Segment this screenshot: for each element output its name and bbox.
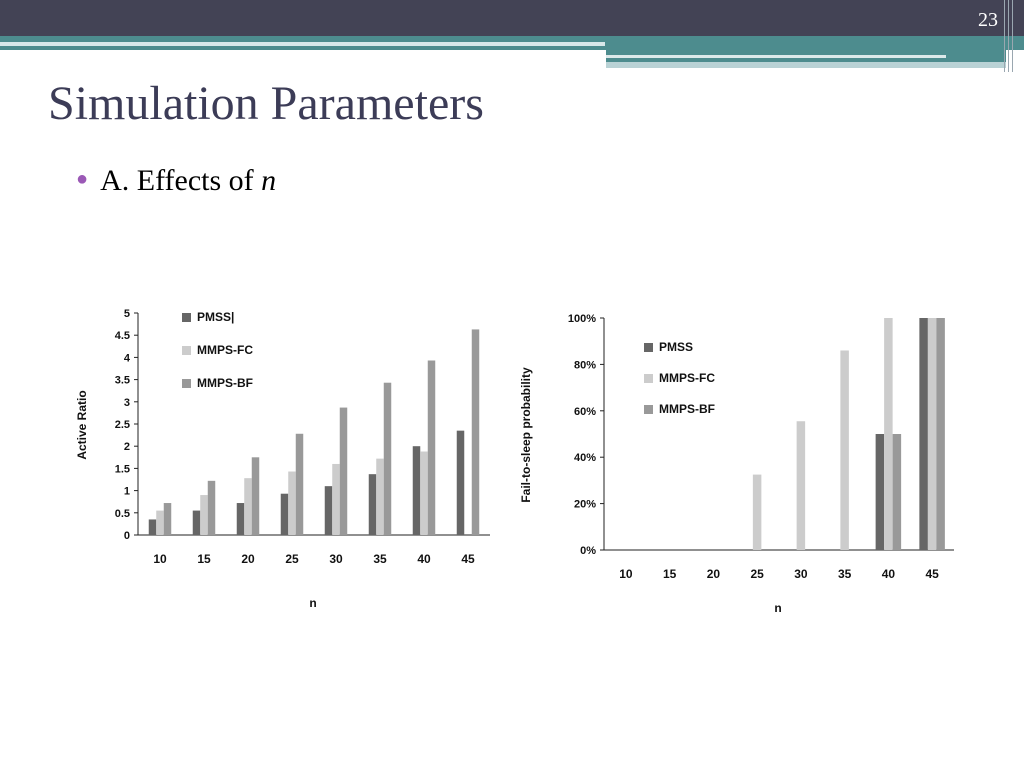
bar-mmps-fc: [927, 318, 937, 550]
legend-label: MMPS-FC: [197, 343, 253, 357]
header-divider-line: [1012, 0, 1013, 72]
header-divider-line: [1004, 0, 1005, 72]
bar-mmps-bf: [471, 329, 480, 535]
bar-mmps-fc: [332, 463, 340, 535]
y-tick-label: 4.5: [115, 330, 130, 342]
legend-swatch: [182, 379, 191, 388]
y-tick-label: 0%: [580, 545, 596, 557]
active-ratio-chart: 0 0.5 1 1.5 2 2.5 3 3.5 4 4.5 5 10 15 20 25 30 35 40 45 n Ac…: [75, 308, 490, 610]
header-accent-stripe: [0, 42, 605, 46]
header-divider-line: [1008, 0, 1009, 72]
y-axis-title: Active Ratio: [75, 390, 89, 459]
bar-mmps-fc: [200, 495, 208, 535]
bar-mmps-fc: [752, 474, 762, 550]
legend-swatch: [644, 343, 653, 352]
legend-label: MMPS-BF: [197, 376, 253, 390]
y-axis-title: Fail-to-sleep probability: [519, 367, 533, 503]
y-tick-label: 0.5: [115, 508, 130, 520]
bar-pmss: [412, 446, 421, 535]
legend-swatch: [644, 405, 653, 414]
bar-mmps-fc: [420, 451, 428, 535]
x-tick-label: 10: [153, 552, 167, 566]
bar-mmps-bf: [936, 318, 945, 550]
bar-mmps-bf: [427, 360, 436, 535]
y-tick-label: 2.5: [115, 419, 130, 431]
legend-label: PMSS: [659, 340, 693, 354]
y-tick-label: 40%: [574, 452, 596, 464]
bar-mmps-fc: [156, 510, 164, 535]
legend-label: MMPS-BF: [659, 402, 715, 416]
bullet-italic-text: n: [261, 164, 277, 197]
x-tick-label: 45: [925, 567, 939, 581]
y-tick-label: 80%: [574, 359, 596, 371]
x-axis-title: n: [774, 601, 781, 615]
x-tick-label: 20: [707, 567, 721, 581]
bar-mmps-bf: [251, 457, 260, 535]
bar-pmss: [236, 503, 245, 535]
bar-mmps-bf: [892, 434, 902, 550]
legend-swatch: [644, 374, 653, 383]
legend-label: PMSS|: [197, 310, 234, 324]
legend-swatch: [182, 346, 191, 355]
bar-pmss: [368, 474, 377, 535]
header-accent-stripe-2: [606, 55, 946, 58]
x-tick-label: 15: [197, 552, 211, 566]
x-tick-label: 25: [285, 552, 299, 566]
y-tick-label: 2: [124, 441, 130, 453]
x-tick-label: 20: [241, 552, 255, 566]
bar-pmss: [280, 493, 289, 535]
y-tick-label: 60%: [574, 406, 596, 418]
bar-mmps-fc: [884, 318, 893, 550]
x-tick-label: 40: [882, 567, 896, 581]
bar-pmss: [148, 519, 157, 535]
bar-pmss: [875, 434, 885, 550]
x-tick-label: 35: [838, 567, 852, 581]
bar-pmss: [456, 430, 465, 535]
y-tick-label: 0: [124, 530, 130, 542]
slide-number: 23: [978, 9, 998, 31]
bar-mmps-bf: [207, 480, 216, 535]
bar-mmps-fc: [796, 421, 806, 550]
x-tick-label: 45: [461, 552, 475, 566]
bar-mmps-fc: [288, 471, 296, 535]
y-tick-label: 4: [124, 352, 131, 364]
x-tick-label: 30: [329, 552, 343, 566]
bar-mmps-fc: [376, 458, 384, 535]
y-tick-label: 3: [124, 397, 130, 409]
bar-mmps-bf: [163, 503, 172, 535]
bar-pmss: [919, 318, 928, 550]
x-tick-label: 40: [417, 552, 431, 566]
y-tick-label: 1: [124, 486, 130, 498]
y-tick-label: 1.5: [115, 463, 130, 475]
y-tick-label: 3.5: [115, 375, 130, 387]
y-tick-label: 100%: [568, 313, 596, 325]
header-accent-stripe-3: [606, 62, 1006, 68]
bullet-item: ● A. Effects of n: [76, 164, 276, 198]
bullet-text: A. Effects of: [100, 164, 262, 197]
header-bar: [0, 0, 1024, 36]
bar-mmps-fc: [244, 478, 252, 535]
bar-mmps-fc: [840, 350, 849, 550]
y-tick-label: 5: [124, 308, 130, 320]
legend-swatch: [182, 313, 191, 322]
bar-pmss: [192, 510, 201, 535]
bar-pmss: [324, 486, 333, 535]
legend-label: MMPS-FC: [659, 371, 715, 385]
x-tick-label: 25: [750, 567, 764, 581]
x-tick-label: 35: [373, 552, 387, 566]
fail-to-sleep-chart: 0% 20% 40% 60% 80% 100% 10 15 20 25 30 35 40 45 n Fail-…: [519, 313, 954, 615]
x-axis-title: n: [309, 596, 316, 610]
x-tick-label: 30: [794, 567, 808, 581]
bar-mmps-bf: [383, 382, 392, 535]
x-tick-label: 10: [619, 567, 633, 581]
x-tick-label: 15: [663, 567, 677, 581]
bullet-icon: ●: [76, 168, 89, 190]
bar-mmps-bf: [339, 407, 348, 535]
bar-mmps-bf: [295, 433, 304, 535]
slide-title: Simulation Parameters: [48, 77, 484, 130]
y-tick-label: 20%: [574, 499, 596, 511]
